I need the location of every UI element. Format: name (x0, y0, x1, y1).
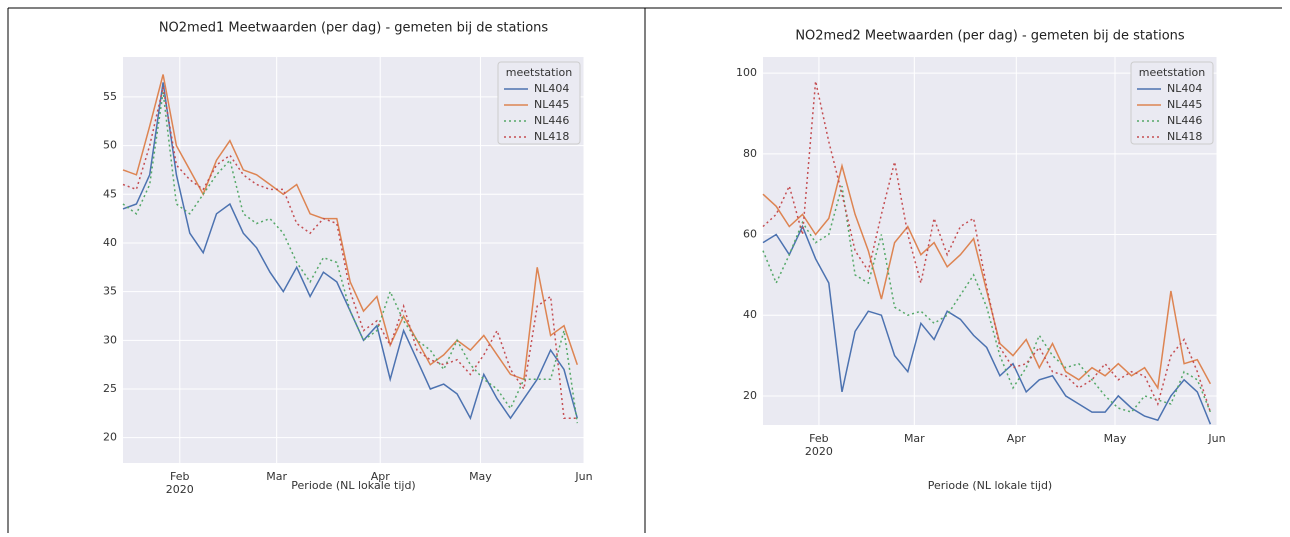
legend-label: NL446 (534, 114, 569, 127)
legend-box (497, 61, 581, 145)
y-tick-label: 35 (103, 285, 117, 298)
y-tick-label: 45 (103, 187, 117, 200)
legend: meetstation NL404 NL445 NL446 NL418 (497, 61, 581, 145)
series-line (122, 87, 578, 419)
x-tick-label: Apr (371, 470, 391, 483)
x-tick-label: Jun (1207, 432, 1225, 445)
x-tick-label: Apr (1007, 432, 1027, 445)
y-tick-label: 20 (743, 389, 757, 402)
x-tick-label: Mar (266, 470, 287, 483)
x-axis-label: Periode (NL lokale tijd) (291, 479, 415, 492)
series-line (762, 224, 1212, 425)
series-line (762, 185, 1212, 413)
y-tick-label: 40 (743, 308, 757, 321)
x-tick-label: May (1104, 432, 1127, 445)
legend-label: NL404 (1167, 82, 1202, 95)
y-tick-label: 60 (743, 228, 757, 241)
legend-label: NL404 (534, 82, 569, 95)
legend-box (1130, 61, 1214, 145)
legend-label: NL445 (1167, 98, 1202, 111)
y-tick-label: 50 (103, 139, 117, 152)
chart-title: NO2med2 Meetwaarden (per dag) - gemeten … (795, 29, 1185, 44)
x-tick-label: Jun (574, 470, 592, 483)
series-line (122, 82, 579, 421)
legend-label: NL446 (1167, 114, 1202, 127)
x-tick-label: May (469, 470, 492, 483)
legend-label: NL418 (534, 130, 569, 143)
y-tick-label: 40 (103, 236, 117, 249)
y-tick-label: 25 (103, 382, 117, 395)
legend-label: NL445 (534, 98, 569, 111)
y-tick-label: 80 (743, 147, 757, 160)
series-line (122, 74, 579, 381)
series-line (762, 81, 1212, 413)
x-tick-label: Feb 2020 (166, 470, 194, 496)
legend: meetstation NL404 NL445 NL446 NL418 (1130, 61, 1214, 145)
legend-title: meetstation (506, 66, 572, 79)
legend-label: NL418 (1167, 130, 1202, 143)
y-tick-label: 30 (103, 333, 117, 346)
x-axis-label: Periode (NL lokale tijd) (928, 479, 1052, 492)
y-tick-label: 55 (103, 90, 117, 103)
y-tick-label: 100 (736, 66, 757, 79)
chart-title: NO2med1 Meetwaarden (per dag) - gemeten … (159, 21, 549, 36)
x-tick-label: Feb 2020 (805, 432, 833, 458)
x-tick-label: Mar (904, 432, 925, 445)
legend-title: meetstation (1139, 66, 1205, 79)
y-tick-label: 20 (103, 431, 117, 444)
